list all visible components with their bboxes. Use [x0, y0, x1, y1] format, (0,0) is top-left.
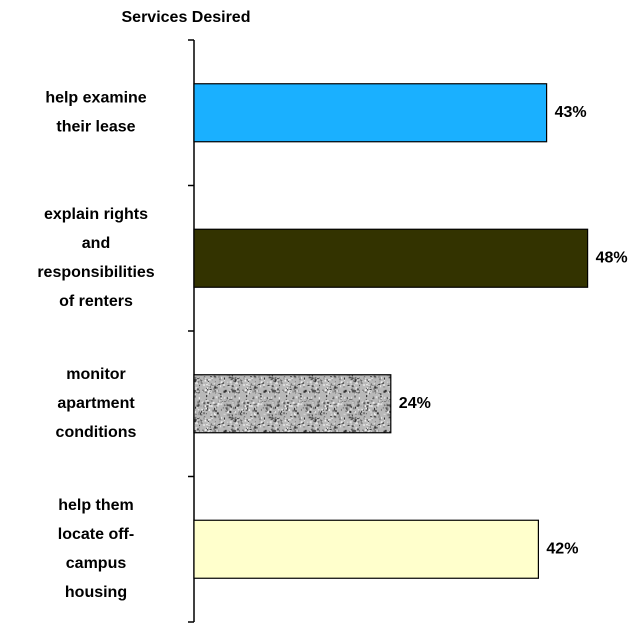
category-label: locate off-	[58, 526, 134, 543]
category-label: help them	[58, 497, 134, 514]
category-label: campus	[66, 555, 127, 572]
value-label: 24%	[399, 395, 431, 412]
category-label: conditions	[56, 424, 137, 441]
category-label: responsibilities	[37, 264, 154, 281]
category-label: and	[82, 235, 110, 252]
category-label: housing	[65, 584, 127, 601]
category-label: explain rights	[44, 206, 148, 223]
value-label: 48%	[596, 249, 628, 266]
category-label: of renters	[59, 293, 133, 310]
bar	[193, 228, 589, 288]
bar	[193, 374, 392, 434]
category-label: monitor	[66, 366, 126, 383]
category-label: apartment	[57, 395, 135, 412]
category-label: their lease	[56, 118, 135, 135]
bar	[193, 83, 548, 143]
bar	[193, 519, 539, 579]
chart-title: Services Desired	[122, 9, 251, 26]
value-label: 42%	[546, 540, 578, 557]
category-label: help examine	[45, 89, 146, 106]
value-label: 43%	[555, 104, 587, 121]
